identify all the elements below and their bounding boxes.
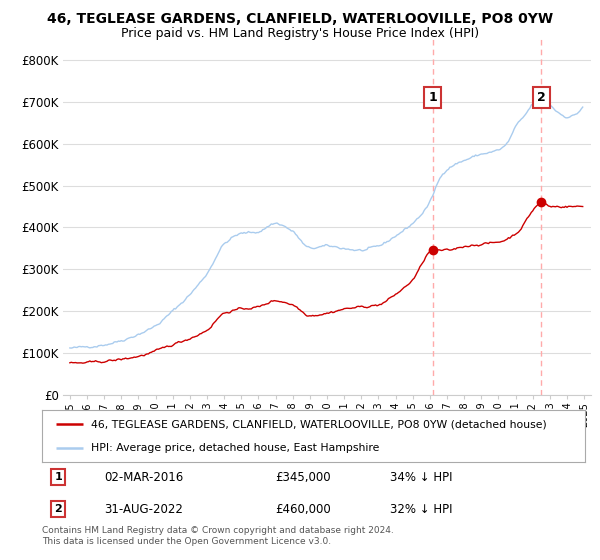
Text: Price paid vs. HM Land Registry's House Price Index (HPI): Price paid vs. HM Land Registry's House … bbox=[121, 27, 479, 40]
Text: £460,000: £460,000 bbox=[275, 502, 331, 516]
Text: 31-AUG-2022: 31-AUG-2022 bbox=[104, 502, 184, 516]
Text: 46, TEGLEASE GARDENS, CLANFIELD, WATERLOOVILLE, PO8 0YW (detached house): 46, TEGLEASE GARDENS, CLANFIELD, WATERLO… bbox=[91, 419, 547, 430]
Text: 2: 2 bbox=[55, 504, 62, 514]
Text: £345,000: £345,000 bbox=[275, 470, 331, 483]
Text: HPI: Average price, detached house, East Hampshire: HPI: Average price, detached house, East… bbox=[91, 443, 379, 453]
Text: 46, TEGLEASE GARDENS, CLANFIELD, WATERLOOVILLE, PO8 0YW: 46, TEGLEASE GARDENS, CLANFIELD, WATERLO… bbox=[47, 12, 553, 26]
Text: Contains HM Land Registry data © Crown copyright and database right 2024.
This d: Contains HM Land Registry data © Crown c… bbox=[42, 526, 394, 546]
Text: 2: 2 bbox=[537, 91, 545, 104]
Text: 34% ↓ HPI: 34% ↓ HPI bbox=[389, 470, 452, 483]
Text: 32% ↓ HPI: 32% ↓ HPI bbox=[389, 502, 452, 516]
Text: 02-MAR-2016: 02-MAR-2016 bbox=[104, 470, 184, 483]
Text: 1: 1 bbox=[55, 472, 62, 482]
Text: 1: 1 bbox=[428, 91, 437, 104]
